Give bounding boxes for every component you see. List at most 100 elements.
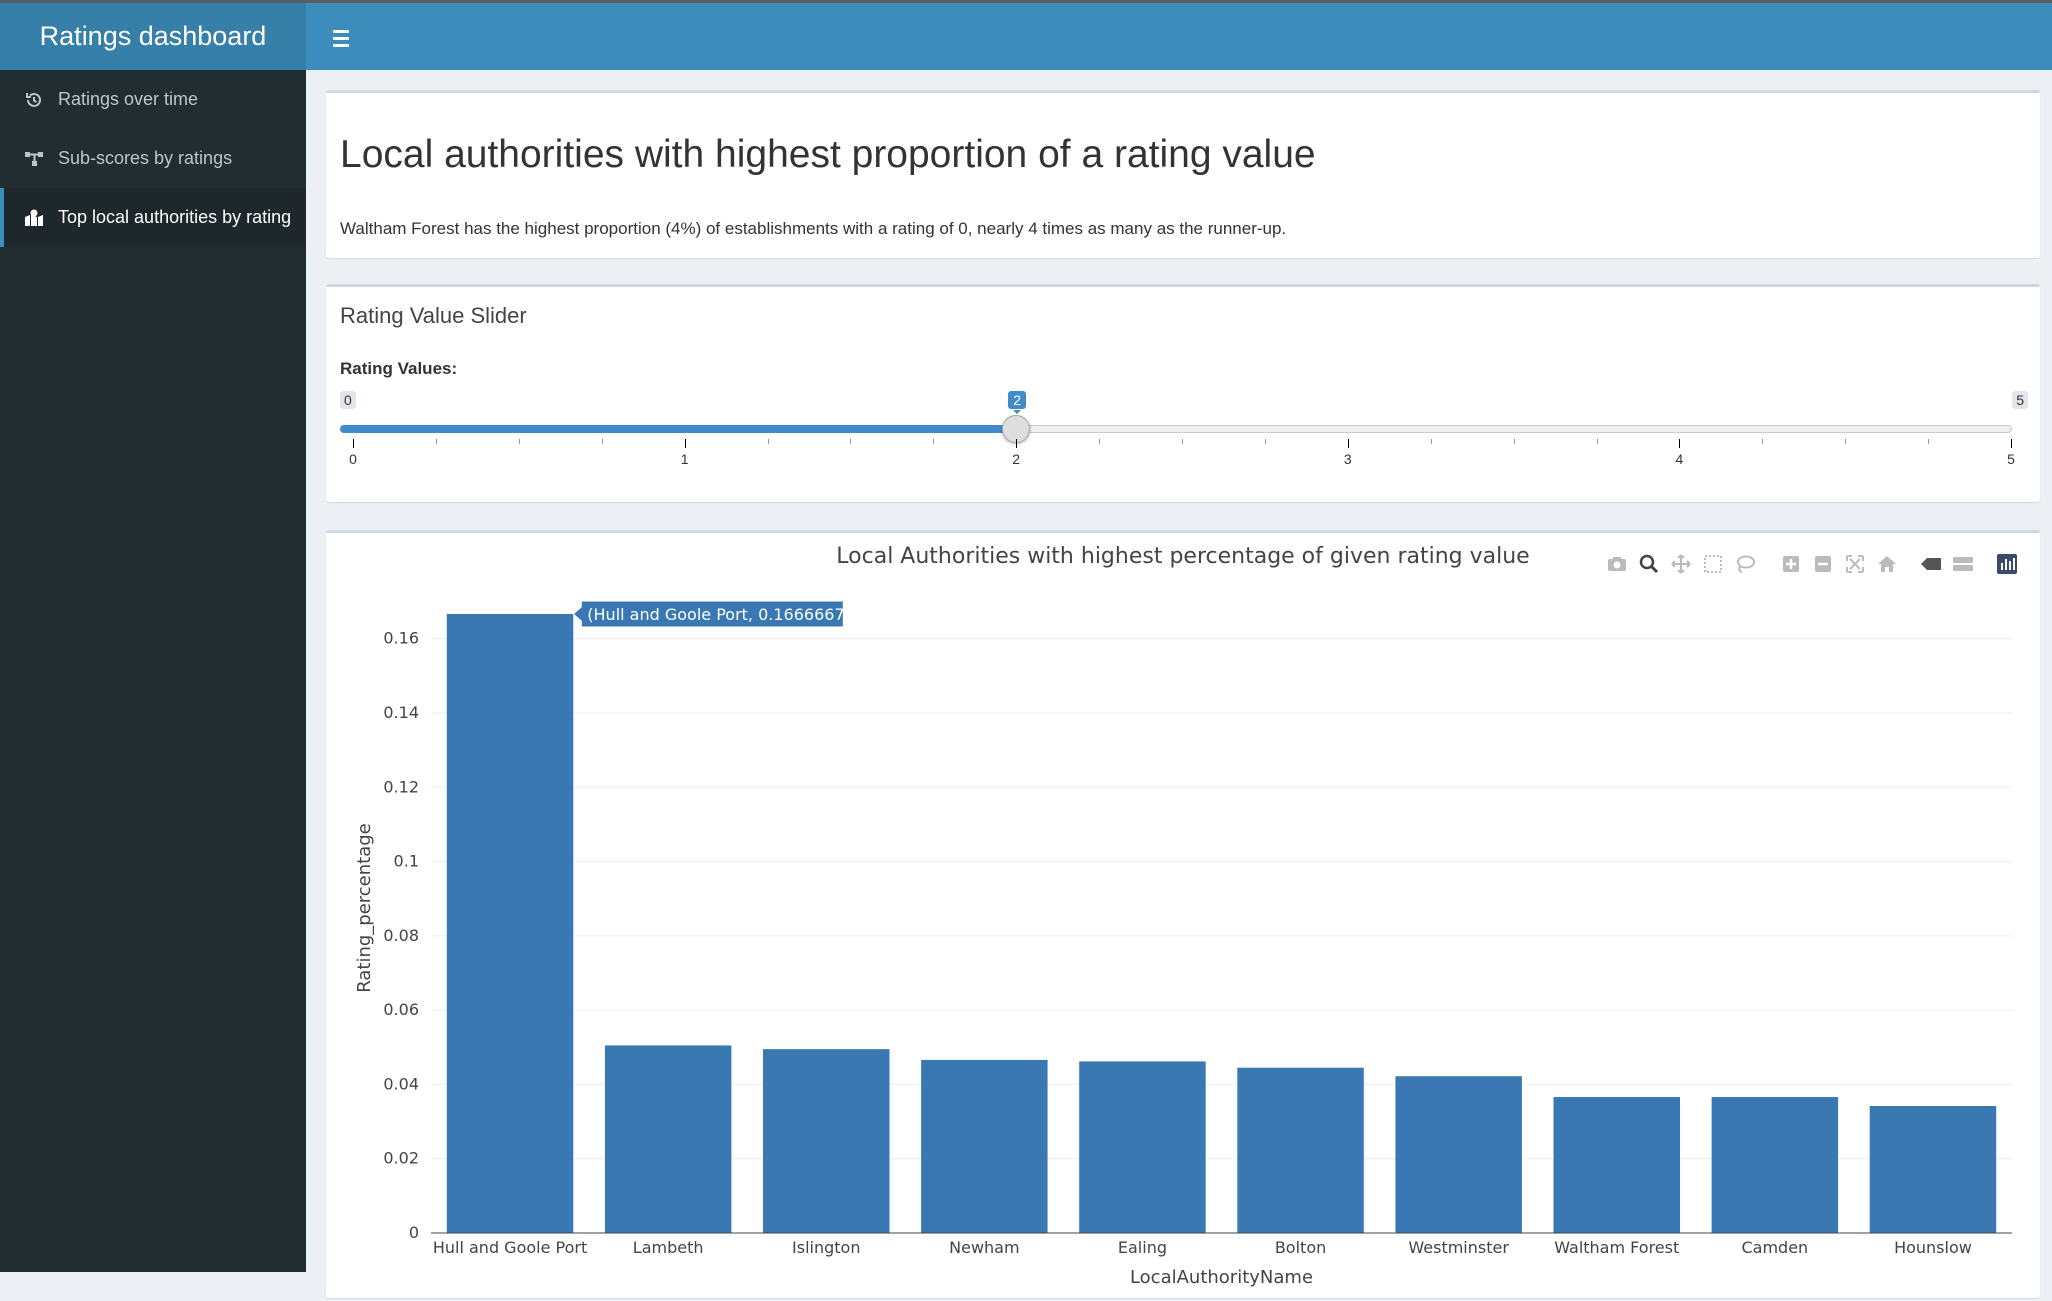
slider-tick-label: 3 <box>1344 451 1352 467</box>
bar-chart[interactable]: Local Authorities with highest percentag… <box>326 533 2040 1301</box>
x-tick-label: Camden <box>1741 1238 1808 1257</box>
slider-fill <box>340 425 1016 433</box>
slider-major-tick <box>685 439 686 448</box>
x-tick-label: Newham <box>949 1238 1019 1257</box>
slider-max-label: 5 <box>2012 391 2028 409</box>
slider-tick-label: 4 <box>1675 451 1683 467</box>
sitemap-icon <box>22 149 46 169</box>
x-tick-label: Bolton <box>1275 1238 1326 1257</box>
bar[interactable] <box>1237 1068 1363 1233</box>
x-tick-label: Ealing <box>1118 1238 1167 1257</box>
bar[interactable] <box>763 1049 889 1233</box>
sidebar-item-label: Top local authorities by rating <box>58 207 291 228</box>
slider-major-tick <box>353 439 354 448</box>
camera-icon[interactable] <box>1604 551 1630 577</box>
reset-axes-icon[interactable] <box>1874 551 1900 577</box>
page-title: Local authorities with highest proportio… <box>340 133 1316 177</box>
page-description: Waltham Forest has the highest proportio… <box>340 219 1286 239</box>
slider-minor-tick <box>519 439 520 444</box>
bar[interactable] <box>1395 1076 1521 1233</box>
plotly-modebar <box>1604 551 2020 577</box>
slider-minor-tick <box>1431 439 1432 444</box>
slider-tick-label: 0 <box>349 451 357 467</box>
slider-tick-label: 1 <box>681 451 689 467</box>
slider-minor-tick <box>1514 439 1515 444</box>
sidebar-item-label: Sub-scores by ratings <box>58 148 232 169</box>
x-axis-title: LocalAuthorityName <box>1130 1267 1313 1288</box>
x-tick-label: Lambeth <box>633 1238 704 1257</box>
compare-hover-icon[interactable] <box>1950 551 1976 577</box>
y-tick-label: 0.02 <box>383 1149 419 1168</box>
y-tick-label: 0.08 <box>383 926 419 945</box>
main-content: Local authorities with highest proportio… <box>306 70 2052 1272</box>
slider-minor-tick <box>933 439 934 444</box>
sidebar-item-ratings-over-time[interactable]: Ratings over time <box>0 70 306 129</box>
sidebar-item-top-local-authorities[interactable]: Top local authorities by rating <box>0 188 306 247</box>
sidebar-item-label: Ratings over time <box>58 89 198 110</box>
slider-major-tick <box>1679 439 1680 448</box>
bar[interactable] <box>605 1045 731 1233</box>
pan-icon[interactable] <box>1668 551 1694 577</box>
chart-box: Local Authorities with highest percentag… <box>326 530 2040 1298</box>
slider-box: Rating Value Slider Rating Values: 0 5 2… <box>326 284 2040 502</box>
slider-tick-label: 2 <box>1012 451 1020 467</box>
y-tick-label: 0.14 <box>383 703 419 722</box>
history-icon <box>22 90 46 110</box>
app-title[interactable]: Ratings dashboard <box>0 3 306 70</box>
intro-box: Local authorities with highest proportio… <box>326 90 2040 258</box>
bar[interactable] <box>921 1060 1047 1233</box>
slider-minor-tick <box>1099 439 1100 444</box>
slider-minor-tick <box>1928 439 1929 444</box>
y-axis-title: Rating_percentage <box>354 823 375 993</box>
slider-box-title: Rating Value Slider <box>340 303 527 329</box>
slider-major-tick <box>1348 439 1349 448</box>
spike-lines-icon[interactable] <box>1918 551 1944 577</box>
y-tick-label: 0.12 <box>383 777 419 796</box>
box-select-icon[interactable] <box>1700 551 1726 577</box>
bar[interactable] <box>1712 1097 1838 1233</box>
sidebar: Ratings over time Sub-scores by ratings … <box>0 70 306 1272</box>
x-tick-label: Hounslow <box>1894 1238 1972 1257</box>
slider-minor-tick <box>1597 439 1598 444</box>
x-tick-label: Hull and Goole Port <box>433 1238 587 1257</box>
slider-min-label: 0 <box>340 391 356 409</box>
y-tick-label: 0.04 <box>383 1074 419 1093</box>
slider-minor-tick <box>768 439 769 444</box>
y-tick-label: 0.06 <box>383 1000 419 1019</box>
slider-tick-label: 5 <box>2007 451 2015 467</box>
chart-title: Local Authorities with highest percentag… <box>836 544 1529 569</box>
slider-minor-tick <box>1762 439 1763 444</box>
x-tick-label: Westminster <box>1408 1238 1509 1257</box>
y-tick-label: 0.1 <box>394 852 419 871</box>
bar[interactable] <box>1554 1097 1680 1233</box>
slider-major-tick <box>1016 439 1017 448</box>
slider-value-label: 2 <box>1008 391 1026 409</box>
plotly-logo-icon[interactable] <box>1994 551 2020 577</box>
slider-minor-tick <box>602 439 603 444</box>
navbar <box>306 3 2052 70</box>
hover-tooltip-text: (Hull and Goole Port, 0.1666667) <box>587 605 851 624</box>
y-tick-label: 0 <box>409 1223 419 1242</box>
bar[interactable] <box>1870 1106 1996 1233</box>
zoom-icon[interactable] <box>1636 551 1662 577</box>
autoscale-icon[interactable] <box>1842 551 1868 577</box>
map-marker-icon <box>22 208 46 228</box>
sidebar-item-sub-scores[interactable]: Sub-scores by ratings <box>0 129 306 188</box>
sidebar-toggle-icon[interactable] <box>326 23 356 53</box>
lasso-icon[interactable] <box>1732 551 1758 577</box>
y-tick-label: 0.16 <box>383 629 419 648</box>
slider-minor-tick <box>1182 439 1183 444</box>
slider-minor-tick <box>850 439 851 444</box>
zoom-in-icon[interactable] <box>1778 551 1804 577</box>
x-tick-label: Waltham Forest <box>1554 1238 1679 1257</box>
slider-label: Rating Values: <box>340 359 457 379</box>
x-tick-label: Islington <box>792 1238 860 1257</box>
bar[interactable] <box>1079 1061 1205 1233</box>
zoom-out-icon[interactable] <box>1810 551 1836 577</box>
slider-minor-tick <box>1265 439 1266 444</box>
bar[interactable] <box>447 614 573 1233</box>
app-header: Ratings dashboard <box>0 0 2052 70</box>
slider-minor-tick <box>1845 439 1846 444</box>
slider-minor-tick <box>436 439 437 444</box>
slider-major-tick <box>2011 439 2012 448</box>
